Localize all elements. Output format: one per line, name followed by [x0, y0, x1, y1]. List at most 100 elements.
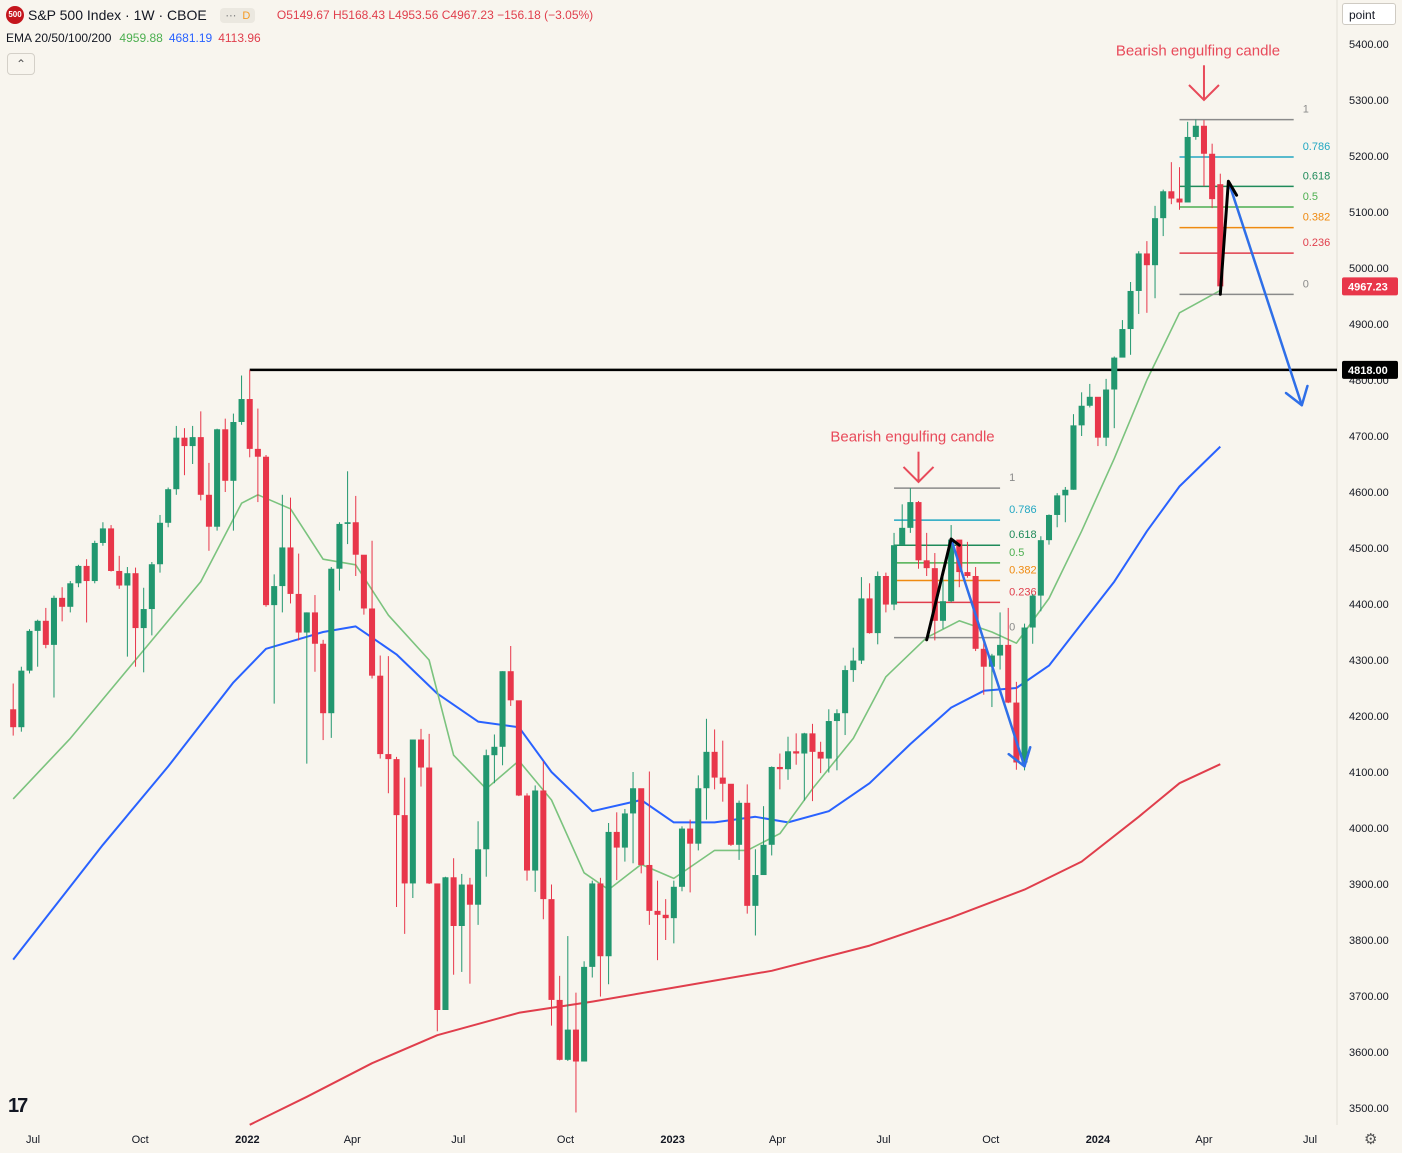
candle	[817, 741, 824, 774]
candle-body	[1217, 184, 1224, 287]
market-status-chip[interactable]: ⋯ D	[220, 7, 256, 23]
candle-body	[1127, 290, 1134, 330]
candle-body	[1062, 489, 1069, 496]
candle-body	[18, 670, 25, 728]
candle-body	[809, 733, 816, 752]
candle	[50, 595, 57, 698]
candle-body	[295, 593, 302, 633]
candle	[1037, 536, 1044, 612]
candle-body	[744, 802, 751, 906]
candle	[26, 629, 33, 674]
x-tick-label: Oct	[132, 1134, 149, 1146]
bearish-engulfing-annotation-2024: Bearish engulfing candle	[1116, 42, 1280, 102]
candle-body	[59, 597, 66, 607]
bearish-engulfing-annotation-2023: Bearish engulfing candle	[830, 429, 995, 484]
candle	[311, 595, 318, 672]
candle	[1062, 486, 1069, 523]
y-tick-label: 5300.00	[1349, 95, 1389, 107]
candle	[271, 574, 278, 704]
candle-body	[1111, 357, 1118, 390]
candle-body	[1209, 153, 1216, 200]
scale-mode-select[interactable]: point	[1342, 3, 1396, 25]
ema-legend[interactable]: EMA 20/50/100/200 4959.88 4681.19 4113.96	[6, 31, 261, 45]
candle	[189, 425, 196, 464]
candle-body	[360, 554, 367, 609]
candle	[491, 734, 498, 784]
candle	[360, 554, 367, 615]
candle	[18, 666, 25, 732]
candle	[279, 494, 286, 613]
candle-body	[630, 788, 637, 814]
candle-body	[1143, 253, 1150, 266]
candle	[915, 500, 922, 569]
candle	[703, 718, 710, 820]
candle-body	[475, 849, 482, 905]
candle-body	[899, 527, 906, 546]
candle-body	[156, 522, 164, 565]
candle-body	[124, 573, 131, 586]
candle	[548, 884, 555, 1026]
candle	[1021, 623, 1028, 771]
annotation-arrow-head	[1188, 84, 1220, 102]
candle	[515, 700, 522, 797]
candle-body	[540, 790, 547, 900]
fib-retracement-2024: 1 0.786 0.618 0.5 0.382 0.236 0	[1179, 104, 1331, 296]
candle-body	[417, 739, 425, 768]
tradingview-logo-icon[interactable]: 17	[8, 1095, 28, 1117]
candle	[507, 646, 514, 706]
candle	[140, 587, 147, 673]
projection-arrowhead-2024	[1284, 384, 1309, 407]
candle	[654, 880, 661, 961]
candle	[646, 771, 653, 925]
candle	[858, 577, 865, 664]
candle-body	[1078, 405, 1085, 426]
fib-level-label: 0.786	[1303, 141, 1331, 153]
candle-body	[50, 597, 57, 645]
candle-body	[564, 1029, 571, 1060]
candle	[483, 749, 490, 877]
candle	[344, 471, 351, 545]
candle-body	[1119, 329, 1126, 358]
y-tick-label: 5100.00	[1349, 207, 1389, 219]
candle	[1160, 189, 1167, 237]
candle-body	[1045, 514, 1053, 541]
x-tick-label: Apr	[769, 1134, 786, 1146]
candle	[907, 488, 914, 533]
symbol-logo[interactable]: 500	[6, 6, 24, 24]
candle	[1135, 251, 1142, 314]
candle	[385, 656, 392, 794]
candle	[499, 671, 506, 766]
candle-body	[858, 598, 865, 661]
candle-body	[654, 910, 661, 915]
candle-body	[148, 564, 155, 610]
swing-path-2023	[925, 537, 961, 642]
gear-icon[interactable]: ⚙	[1364, 1131, 1378, 1148]
candle	[980, 641, 987, 695]
candle	[1086, 383, 1093, 408]
candle	[442, 876, 449, 1010]
candle-body	[320, 643, 327, 714]
candle	[1078, 392, 1085, 436]
candle	[825, 709, 832, 773]
x-tick-label: Jul	[877, 1134, 891, 1146]
collapse-legend-button[interactable]: ⌃	[7, 53, 35, 75]
candle-body	[695, 788, 702, 844]
candle-body	[491, 746, 498, 756]
candle	[156, 514, 164, 573]
projection-arrowhead-2023	[1007, 745, 1032, 768]
candle-body	[1192, 125, 1199, 137]
candle-body	[271, 586, 278, 606]
time-axis: Jul Oct 2022 Apr Jul Oct 2023 Apr Jul Oct 2024 Apr J…	[26, 1134, 1317, 1146]
symbol-title[interactable]: S&P 500 Index · 1W · CBOE	[28, 7, 207, 23]
candle-body	[711, 751, 718, 778]
candle	[695, 775, 702, 851]
candles	[10, 119, 1224, 1113]
projection-path-2023	[949, 537, 1026, 768]
candle	[939, 571, 946, 629]
candle-body	[132, 573, 139, 629]
candle	[727, 783, 734, 846]
candle-body	[344, 522, 351, 524]
candle	[1005, 607, 1012, 704]
x-tick-label: 2022	[235, 1134, 259, 1146]
